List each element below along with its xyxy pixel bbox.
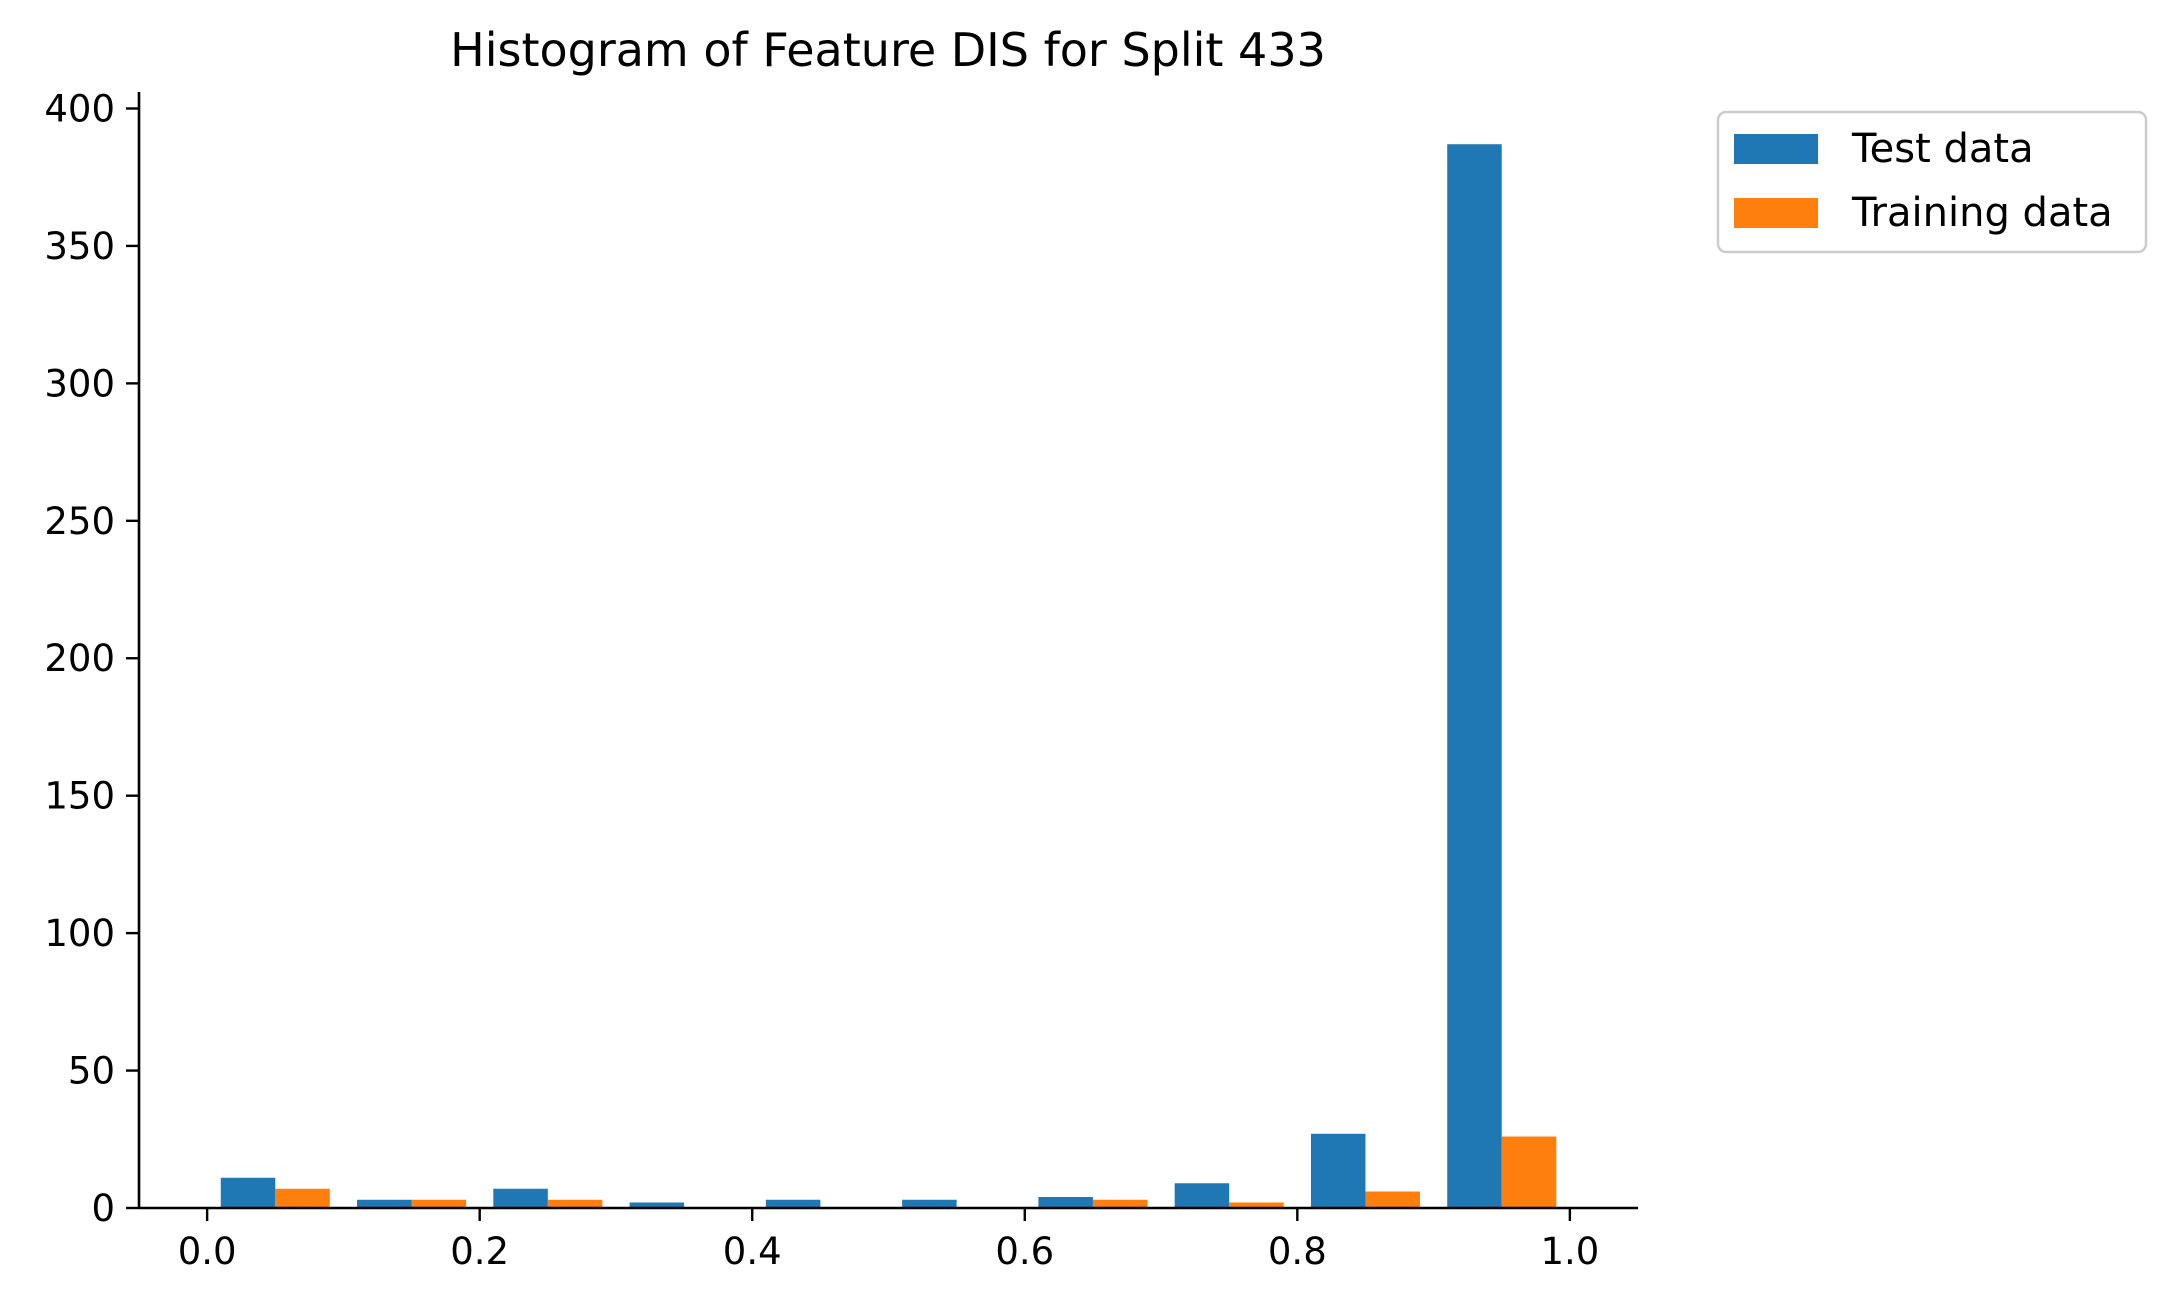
y-tick-label: 350 <box>44 225 115 268</box>
x-ticks-group: 0.0 0.2 0.4 0.6 0.8 1.0 <box>178 1208 1599 1273</box>
y-tick-label: 250 <box>44 500 115 543</box>
axes-group <box>137 92 1638 1210</box>
legend-label-test-data: Test data <box>1851 126 2034 172</box>
bar-test-data-bin-4 <box>765 1199 821 1208</box>
bar-test-data-bin-8 <box>1310 1133 1366 1208</box>
legend-frame <box>1716 110 2148 254</box>
bar-test-data-bin-0 <box>220 1177 276 1208</box>
legend-swatch-test-data <box>1734 134 1818 164</box>
y-ticks-group: 0 50 100 150 200 250 300 350 400 <box>44 87 139 1230</box>
bar-test-data-bin-9 <box>1447 144 1502 1209</box>
chart-title: Histogram of Feature DIS for Split 433 <box>450 23 1326 77</box>
y-tick-label: 0 <box>91 1187 115 1230</box>
y-tick-label: 150 <box>44 775 115 818</box>
y-tick-label: 400 <box>44 87 115 130</box>
bar-training-data-bin-7 <box>1229 1202 1284 1208</box>
bar-training-data-bin-6 <box>1092 1199 1148 1208</box>
legend: Test data Training data <box>1716 110 2148 254</box>
x-tick-label: 0.8 <box>1268 1230 1327 1273</box>
bar-test-data-bin-5 <box>902 1199 957 1208</box>
x-tick-label: 0.4 <box>723 1230 782 1273</box>
bar-test-data-bin-7 <box>1174 1183 1230 1208</box>
x-tick-label: 0.2 <box>450 1230 509 1273</box>
legend-label-training-data: Training data <box>1851 190 2113 236</box>
bar-test-data-bin-1 <box>357 1199 412 1208</box>
bar-training-data-bin-2 <box>547 1199 603 1208</box>
bar-test-data-bin-6 <box>1038 1197 1093 1208</box>
y-tick-label: 300 <box>44 362 115 405</box>
bar-test-data-bin-3 <box>629 1202 685 1208</box>
y-tick-label: 200 <box>44 637 115 680</box>
x-tick-label: 1.0 <box>1540 1230 1599 1273</box>
bar-training-data-bin-1 <box>411 1199 467 1208</box>
legend-swatch-training-data <box>1734 198 1818 228</box>
bars-group <box>220 144 1557 1209</box>
bar-training-data-bin-9 <box>1501 1136 1557 1208</box>
y-tick-label: 50 <box>68 1050 115 1093</box>
bar-training-data-bin-8 <box>1365 1191 1420 1208</box>
y-tick-label: 100 <box>44 912 115 955</box>
x-tick-label: 0.0 <box>178 1230 237 1273</box>
bar-test-data-bin-2 <box>493 1188 548 1208</box>
x-tick-label: 0.6 <box>995 1230 1054 1273</box>
bar-training-data-bin-0 <box>275 1188 330 1208</box>
